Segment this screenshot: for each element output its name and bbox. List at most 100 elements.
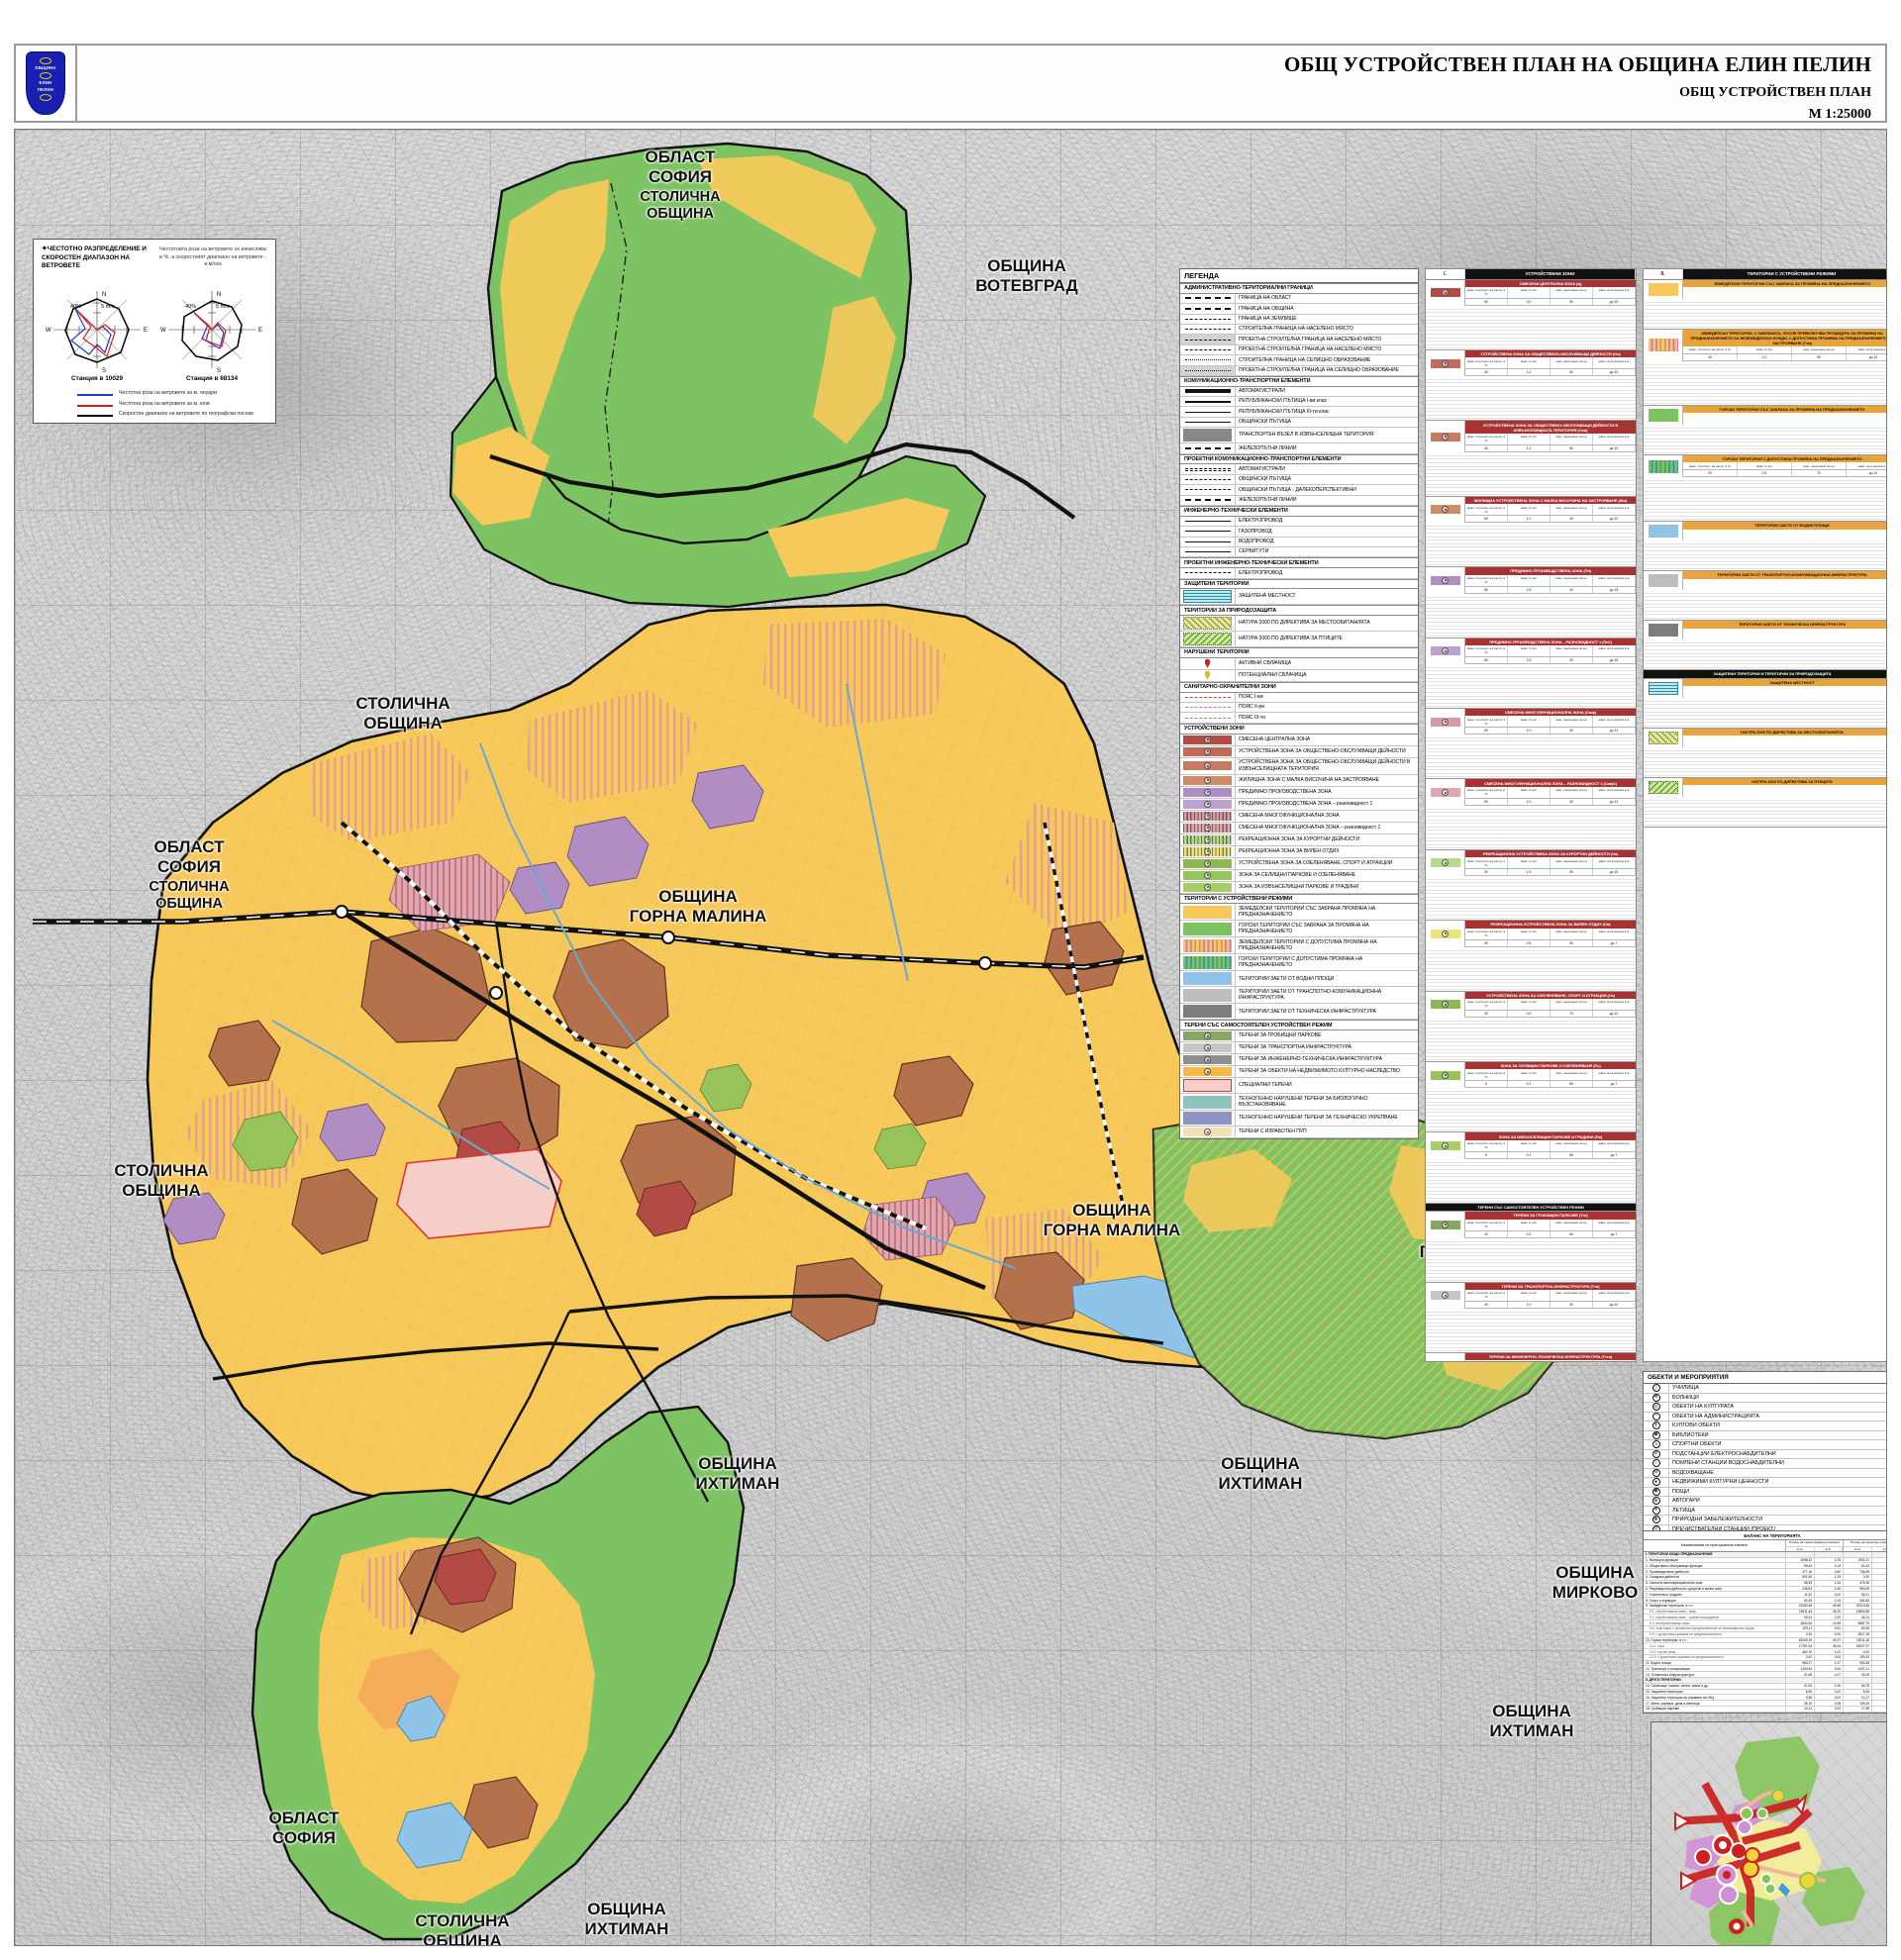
legend-item: УСТРОЙСТВЕНА ЗОНА ЗА ОБЩЕСТВЕНО-ОБСЛУЖВА… [1180, 757, 1418, 775]
regulation-param-header: макс. плътност на застр. в % [1683, 462, 1738, 470]
legend-item-label: ПРЕДИМНО ПРОИЗВОДСТВЕНА ЗОНА [1239, 788, 1332, 795]
regulation-block: УСТРОЙСТВЕНА ЗОНА ЗА ОЗЕЛЕНЯВАНЕ, СПОРТ … [1426, 991, 1636, 1062]
legend-item-label: ЕЛЕКТРОПРОВОД [1239, 569, 1283, 576]
legend-swatch [1430, 1220, 1460, 1229]
regulation-param-header: макс. кота корниз в м [1593, 928, 1636, 939]
balance-row-value: 31,98 [1786, 1672, 1815, 1678]
balance-row-value: 40,37 [1815, 1637, 1844, 1643]
objects-legend-title: ОБЕКТИ И МЕРОПРИЯТИЯ [1644, 1372, 1886, 1384]
regulation-param-header: макс. кота корниз в м [1593, 286, 1636, 298]
regulation-param-header: мин. озеленена площ [1551, 716, 1593, 728]
svg-text:W: W [160, 328, 166, 334]
legend-item: УСТРОЙСТВЕНА ЗОНА ЗА ОЗЕЛЕНЯВАНЕ, СПОРТ … [1180, 857, 1418, 870]
legend-symbol [1180, 365, 1236, 375]
legend-item: ТЕРЕНИ ЗА ГРОБИЩНИ ПАРКОВЕ [1180, 1030, 1418, 1043]
legend-symbol [1180, 1066, 1236, 1078]
regulation-block-text: ТЕРЕНИ ЗА ГРОБИЩНИ ПАРКОВЕ (Тгп) [1426, 1237, 1636, 1282]
object-symbol: ◉ [1644, 1430, 1669, 1439]
balance-row-name: 4. Складови дейности [1644, 1574, 1786, 1580]
legend-swatch [1184, 551, 1231, 553]
balance-row-name: 10.3. с допустима промяна на предназначе… [1644, 1654, 1786, 1660]
regulation-block-title: УСТРОЙСТВЕНА ЗОНА ЗА ОБЩЕСТВЕНО-ОБСЛУЖВА… [1465, 421, 1636, 434]
legend-symbol [1180, 881, 1236, 893]
legend-swatch [1648, 624, 1678, 637]
balance-row-value: 59,63 [1786, 1563, 1815, 1569]
legend-swatch [1183, 834, 1232, 844]
regulation-param-value: до 15 [1593, 869, 1636, 876]
regulation-swatch-cell [1426, 1282, 1465, 1309]
legend-swatch [1183, 590, 1232, 604]
legend-item: СТРОИТЕЛНА ГРАНИЦА НА НАСЕЛЕНО МЯСТО [1180, 324, 1418, 336]
regulation-block-title: ЗАЩИТЕНИ ТЕРИТОРИИ И ТЕРИТОРИИ ЗА ПРИРОД… [1644, 670, 1886, 678]
legend-symbol [1180, 314, 1236, 324]
balance-row-value: 0,52 [1815, 1712, 1844, 1713]
balance-row-value: 10,69 [1815, 1620, 1844, 1626]
legend-item: ГРАНИЦА НА ОБЛАСТ [1180, 293, 1418, 305]
svg-text:40%: 40% [185, 304, 196, 310]
legend-item: ТЕРЕНИ ЗА ИНЖЕНЕРНО-ТЕХНИЧЕСКА ИНФРАСТРУ… [1180, 1054, 1418, 1067]
legend-swatch [1184, 520, 1231, 522]
regulation-param-value: 40 [1465, 939, 1508, 946]
regulation-block-title: ЖИЛИЩНА УСТРОЙСТВЕНА ЗОНА С МАЛКА ВИСОЧИ… [1465, 496, 1636, 505]
objects-legend-body: ⓘ УЧИЛИЩА ⊕ БОЛНИЦИ ◎ ОБЕКТИ НА КУЛТУРАТА ◔ ОБЕ… [1644, 1384, 1886, 1534]
legend-symbol [1180, 516, 1236, 527]
balance-row: 9.4. територии с променено предназначени… [1644, 1626, 1886, 1632]
legend-swatch [1184, 696, 1231, 698]
regulation-param-value: до 15 [1593, 298, 1636, 305]
regulation-param-value: 1,2 [1508, 516, 1551, 523]
regulation-param-value: 2,0 [1508, 798, 1551, 805]
legend-item-label: СПЕЦИАЛНИ ТЕРЕНИ [1239, 1082, 1292, 1089]
balance-row-name: 14. Свлачища, насипи, сипеи, скали и др. [1644, 1683, 1786, 1689]
regulation-block-title: ЗОНА ЗА ИЗВЪНСЕЛИЩНИ ПАРКОВЕ И ГРАДИНИ (… [1465, 1132, 1636, 1140]
regulation-param-values: 80 2,5 20 до 15 [1465, 586, 1636, 594]
regulation-param-header: мин. озеленена площ [1551, 644, 1593, 656]
legend-symbol [1180, 734, 1236, 745]
legend-swatch [1430, 929, 1460, 938]
regulation-block-text: ГОРСКИ ТЕРИТОРИИ СЪС ЗАБРАНА ЗА ПРОМЯНА … [1644, 424, 1886, 454]
legend-symbol [1180, 495, 1236, 505]
balance-row-value: 17,95 [1844, 1706, 1872, 1712]
legend-item-label: ПОЯС III-ти [1239, 714, 1265, 721]
legend-swatch [1183, 735, 1232, 744]
regulation-block-text: СМЕСЕНА МНОГОФУНКЦИОНАЛНА ЗОНА – РАЗНОВИ… [1426, 805, 1636, 849]
object-label: БОЛНИЦИ [1672, 1394, 1699, 1401]
legend-swatch [1184, 707, 1231, 709]
legend-item-label: РЕПУБЛИКАНСКИ ПЪТИЩА III-ти клас [1239, 408, 1330, 415]
regulation-param-value: 40 [1465, 369, 1508, 376]
legend-item: СМЕСЕНА МНОГОФУНКЦИОНАЛНА ЗОНА – разнови… [1180, 822, 1418, 834]
legend-swatch [1183, 1079, 1232, 1093]
regulation-block: ЗАЩИТЕНИ ТЕРИТОРИИ И ТЕРИТОРИИ ЗА ПРИРОД… [1644, 670, 1886, 679]
legend-swatch [1204, 670, 1211, 680]
legend-swatch [1430, 858, 1460, 868]
balance-row-value: 0,07 [1872, 1672, 1886, 1677]
regulation-block-title: ТЕРЕНИ ЗА ИНЖЕНЕРНО-ТЕХНИЧЕСКА ИНФРАСТРУ… [1465, 1352, 1636, 1361]
regulation-param-values: 40 0,8 50 до 7 [1465, 939, 1636, 947]
regulation-param-value: 3,0 [1508, 298, 1551, 305]
legend-symbol [1180, 443, 1236, 453]
regulation-block-title: НАТУРА 2000 ПО ДИРЕКТИВА ЗА ПТИЦИТЕ [1683, 777, 1886, 786]
wind-rose-title: ✦ЧЕСТОТНО РАЗПРЕДЕЛЕНИЕ И СКОРОСТЕН ДИАП… [42, 245, 147, 270]
balance-row-value: 8,06 [1786, 1689, 1815, 1695]
inset-schematic-map [1651, 1721, 1886, 1945]
crest-icon: ОБЩИНА ЕЛИН ПЕЛИН [26, 51, 65, 115]
regulation-param-value: 50 [1792, 353, 1847, 360]
legend-item: УСТРОЙСТВЕНА ЗОНА ЗА ОБЩЕСТВЕНО-ОБСЛУЖВА… [1180, 745, 1418, 758]
balance-row-value: 9,56 [1786, 1695, 1815, 1701]
legend-item-label: НАТУРА 2000 ПО ДИРЕКТИВА ЗА ПТИЦИТЕ [1239, 636, 1343, 642]
legend-item-label: ПРОЕКТНА СТРОИТЕЛНА ГРАНИЦА НА СЕЛИЩНО О… [1239, 366, 1399, 373]
legend-item: ЖИЛИЩНА ЗОНА С МАЛКА ВИСОЧИНА НА ЗАСТРОЯ… [1180, 774, 1418, 787]
svg-text:W: W [46, 328, 51, 334]
regulation-block-title: РЕКРЕАЦИОННА УСТРОЙСТВЕНА ЗОНА ЗА ВИЛЕН … [1465, 921, 1636, 929]
regulation-param-header: макс. плътност на застр. в % [1465, 786, 1508, 798]
legend-symbol [1180, 464, 1236, 474]
legend-symbol [1180, 822, 1236, 833]
regulation-param-value: 10 [1465, 1230, 1508, 1237]
regulation-block-text: ПРЕДИМНО ПРОИЗВОДСТВЕНА ЗОНА – РАЗНОВИДН… [1426, 663, 1636, 708]
legend-swatch [1430, 788, 1460, 798]
regulation-block-text: ТЕРИТОРИИ ЗАЕТИ ОТ ВОДНИ ПЛОЩИ [1644, 540, 1886, 571]
regulation-param-header: макс. К инт [1738, 345, 1792, 353]
balance-row: 5. Смесени многофункционални зони 68,53 0,… [1644, 1580, 1886, 1587]
regulation-param-header: макс. плътност на застр. в % [1465, 1219, 1508, 1230]
